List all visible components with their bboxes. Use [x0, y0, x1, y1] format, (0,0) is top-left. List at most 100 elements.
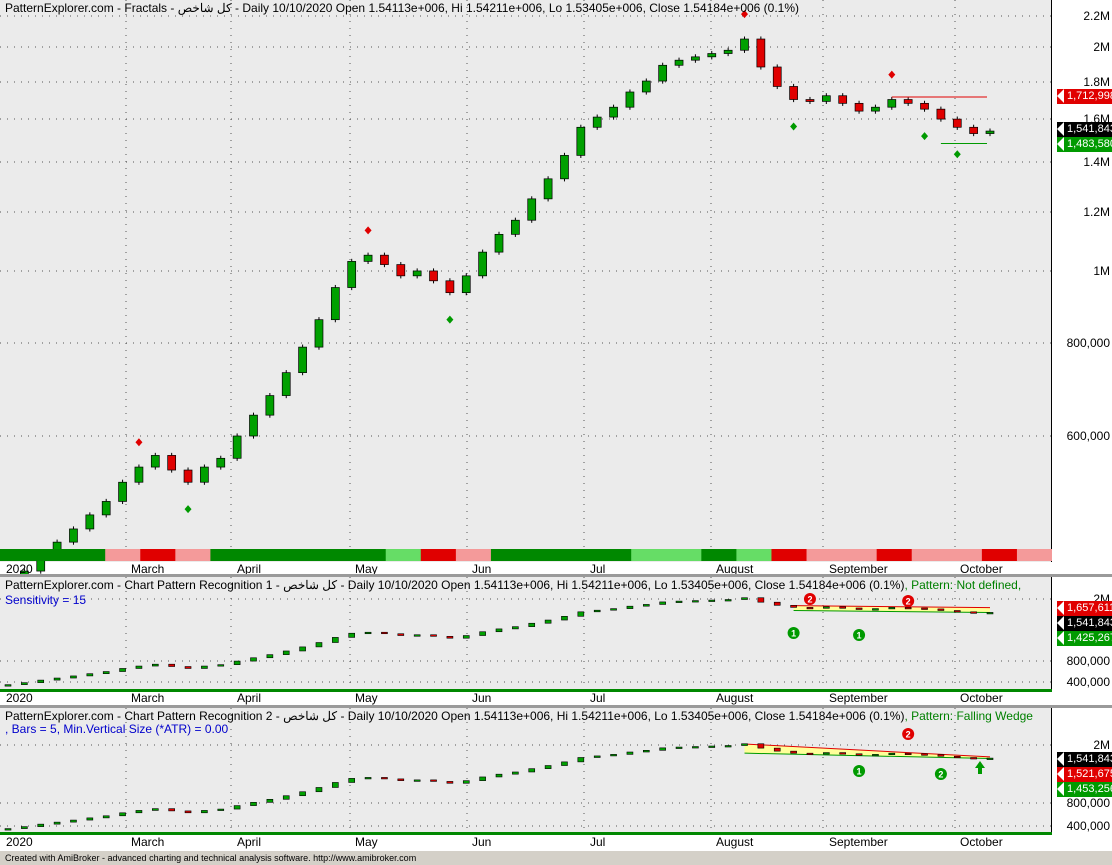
candle — [674, 59, 684, 66]
y-tick: 2M — [1093, 40, 1110, 54]
pane-subtitle: Sensitivity = 15 — [5, 593, 87, 607]
candle — [183, 469, 193, 483]
signal-ribbon-segment — [280, 549, 317, 561]
candle — [135, 810, 143, 814]
candle — [659, 601, 666, 605]
candle — [119, 668, 126, 672]
candle — [692, 600, 699, 603]
pattern-recognition-2-pane[interactable]: 1 2 2 PatternExplorer.com - Chart Pattern … — [0, 708, 1112, 851]
fractal-low-marker — [446, 315, 454, 324]
signal-ribbon-segment — [245, 549, 282, 561]
candle — [332, 637, 339, 643]
candle — [119, 812, 126, 817]
candle — [707, 53, 717, 58]
footer-credit: Created with AmiBroker - advanced charti… — [0, 851, 1112, 865]
fractals-plot-area[interactable]: PatternExplorer.com - Fractals - كل شاخص… — [0, 0, 1053, 593]
candle — [21, 826, 28, 829]
candle — [658, 64, 668, 82]
candle — [741, 597, 748, 600]
candle — [576, 126, 586, 156]
pattern-recognition-1-pane[interactable]: 1 2 1 2 PatternExplorer.com - Chart Pattern… — [0, 577, 1112, 708]
candle — [871, 106, 880, 112]
signal-ribbon-segment — [771, 549, 808, 561]
pane-divider[interactable] — [0, 705, 1112, 708]
month-label: 2020 — [6, 835, 33, 849]
candle — [299, 646, 306, 652]
signal-ribbon-segment — [806, 549, 843, 561]
pattern-point-label: 1 — [791, 629, 796, 639]
pattern-point-label: 2 — [938, 770, 943, 780]
candle — [888, 752, 896, 755]
candle — [152, 808, 159, 811]
candle — [152, 663, 159, 667]
candle — [675, 746, 683, 749]
candle — [298, 346, 307, 373]
candle — [561, 761, 568, 766]
candle — [724, 745, 732, 748]
y-tick: 2M — [1093, 738, 1110, 752]
candle — [855, 753, 863, 756]
y-tick: 1M — [1093, 264, 1110, 278]
month-label: October — [960, 691, 1003, 705]
candle — [806, 607, 814, 610]
y-tick: 2.2M — [1083, 9, 1110, 23]
candle — [626, 605, 634, 609]
candle — [266, 654, 274, 659]
pattern-upper-line — [744, 743, 991, 758]
candle — [986, 612, 994, 615]
upper-level-tag: 1,657,611 — [1057, 601, 1112, 616]
signal-ribbon-segment — [35, 549, 71, 561]
candle — [479, 631, 486, 636]
lower-level-tag: 1,483,580 — [1057, 137, 1112, 152]
month-label: October — [960, 835, 1003, 849]
candle — [494, 233, 504, 253]
pattern-1-chart: 1 2 1 2 — [0, 577, 1052, 692]
month-label: August — [716, 691, 754, 705]
candle — [299, 791, 306, 797]
pane-title: PatternExplorer.com - Chart Pattern Reco… — [5, 578, 1022, 592]
month-label: May — [355, 562, 378, 576]
pattern-2-plot-area[interactable]: 1 2 2 PatternExplorer.com - Chart Pattern … — [0, 708, 1052, 835]
lower-level-tag: 1,425,267 — [1057, 631, 1112, 646]
candle — [610, 608, 617, 611]
signal-ribbon-segment — [490, 549, 527, 561]
pattern-status: , Pattern: Not defined, — [904, 578, 1022, 592]
candle — [888, 607, 896, 610]
fractals-pane[interactable]: PatternExplorer.com - Fractals - كل شاخص… — [0, 0, 1112, 593]
candle — [839, 752, 847, 755]
candle — [625, 91, 635, 108]
signal-ribbon — [0, 689, 1052, 692]
candle — [281, 372, 291, 396]
candle — [102, 671, 110, 674]
month-label: March — [131, 562, 165, 576]
candle — [70, 675, 77, 679]
signal-ribbon-segment — [1016, 549, 1053, 561]
month-label: September — [829, 835, 888, 849]
candle — [610, 754, 617, 757]
pattern-point-circle — [803, 593, 816, 605]
candle — [921, 607, 928, 610]
candle — [921, 753, 928, 756]
candle — [920, 102, 929, 110]
signal-ribbon-segment — [981, 549, 1018, 561]
candle — [201, 665, 208, 669]
pane-divider[interactable] — [0, 574, 1112, 577]
fractal-high-marker — [888, 70, 896, 79]
candle — [823, 752, 830, 755]
month-label: September — [829, 562, 888, 576]
month-label: October — [960, 562, 1003, 576]
candle — [626, 751, 634, 755]
signal-ribbon-segment — [385, 549, 422, 561]
fractal-low-marker — [921, 132, 929, 141]
month-label: September — [829, 691, 888, 705]
candle — [168, 808, 175, 812]
pattern-1-plot-area[interactable]: 1 2 1 2 PatternExplorer.com - Chart Pattern… — [0, 577, 1052, 692]
pattern-point-circle — [787, 627, 800, 639]
candle — [757, 743, 765, 749]
candle — [364, 777, 372, 780]
candle — [641, 80, 651, 93]
y-tick: 1.8M — [1083, 75, 1110, 89]
close-price-tag: 1,541,843 — [1057, 616, 1112, 631]
candle — [593, 755, 601, 758]
candle — [821, 95, 831, 102]
